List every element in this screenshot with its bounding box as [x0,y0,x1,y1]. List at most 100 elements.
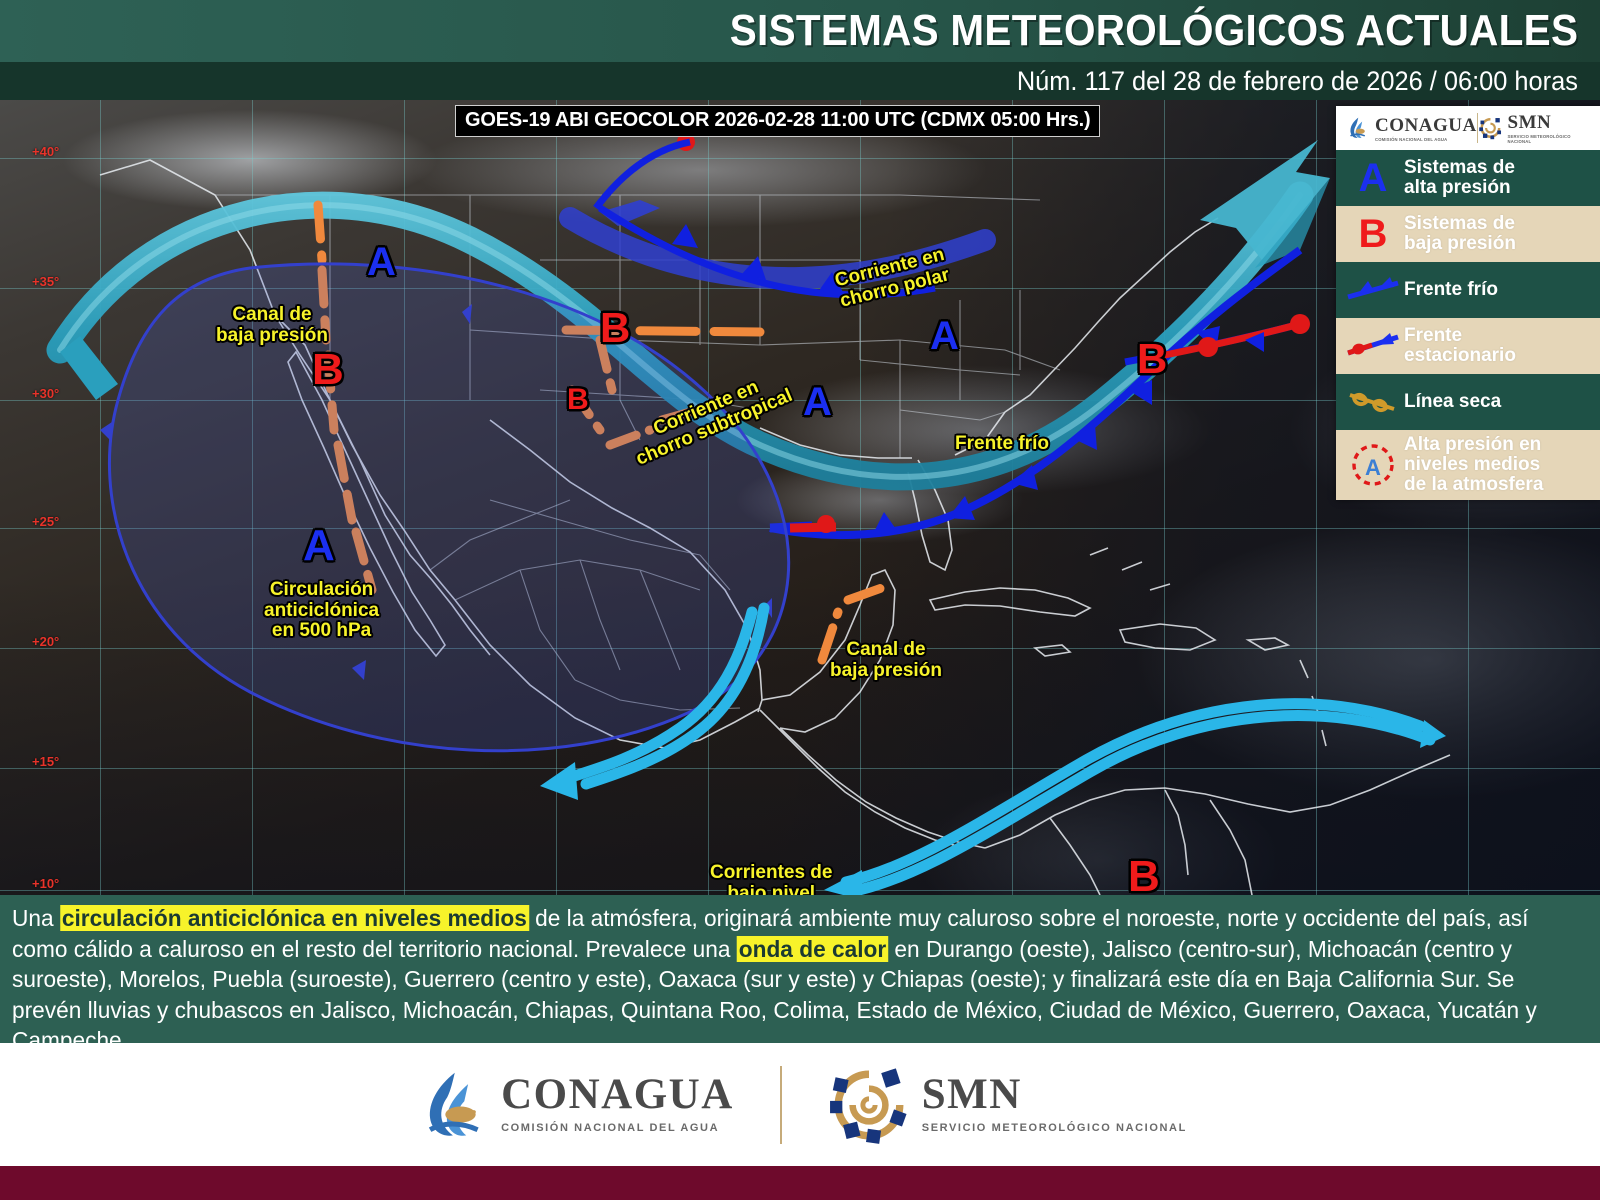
gridline-longitude [1316,100,1317,895]
anticyclonic-circulation-500hpa [100,262,791,753]
cold-front-atlantic [769,246,1303,540]
description-highlight: onda de calor [736,935,889,962]
legend-item-label: Frente estacionario [1404,324,1516,366]
gridline-longitude [860,100,861,895]
gridline-longitude [1164,100,1165,895]
legend-item-icon [1342,379,1404,425]
dry-line-icon [1349,392,1395,413]
cold-front-icon [1347,277,1399,300]
legend-item-3: Frente estacionario [1336,318,1600,374]
ocean-shading [0,100,1600,895]
legend-item-label: Sistemas de alta presión [1404,156,1515,198]
legend-logos: CONAGUA COMISIÓN NACIONAL DEL AGUA [1336,106,1600,150]
letter-b-icon: B [1358,212,1388,256]
legend-item-label: Frente frío [1404,278,1498,300]
description-segment: Una [12,905,60,931]
legend-logo-divider [1476,113,1478,143]
legend-item-label: Sistemas de baja presión [1404,212,1516,254]
high-marker-southeast: A [803,380,832,424]
gridline-longitude [708,100,709,895]
low-level-currents-label: Corrientes de bajo nivel [710,862,833,895]
legend-item-4: Línea seca [1336,374,1600,430]
footer-conagua-subtext: COMISIÓN NACIONAL DEL AGUA [501,1122,720,1135]
gridline-latitude [0,158,1600,159]
latitude-label: +35° [32,274,60,289]
footer-conagua-text: CONAGUA [501,1071,734,1119]
cold-front-north [593,133,936,299]
legend-smn-text: SMN [1507,112,1552,133]
legend-item-1: B Sistemas de baja presión [1336,206,1600,262]
legend-item-5: A Alta presión en niveles medios de la at… [1336,430,1600,501]
trough-label-northwest: Canal de baja presión [216,304,328,346]
svg-text:A: A [1365,455,1381,480]
letter-a-icon: A [1358,156,1388,200]
legend-conagua-text: CONAGUA [1375,114,1477,136]
legend-item-label: Línea seca [1404,390,1502,412]
description-segment: de la atmósfera, originará ambiente muy … [12,905,1529,962]
gridline-latitude [0,400,1600,401]
legend-item-2: Frente frío [1336,262,1600,318]
legend-item-0: A Sistemas de alta presión [1336,150,1600,206]
legend-rows: A Sistemas de alta presión B Sistemas de ba… [1336,150,1600,501]
forecast-description: Una circulación anticiclónica en niveles… [0,895,1600,1053]
low-marker-southwest: B [567,383,589,416]
gridline-longitude [556,100,557,895]
latitude-label: +25° [32,514,60,529]
footer-logo-divider [779,1065,782,1144]
header-title-row: SISTEMAS METEOROLÓGICOS ACTUALES [0,0,1600,62]
description-highlight: circulación anticiclónica en niveles med… [59,905,529,931]
legend-item-label: Alta presión en niveles medios de la atm… [1404,434,1544,496]
latitude-label: +40° [32,144,60,159]
latitude-label: +10° [32,876,60,891]
stationary-front-icon [1347,333,1399,356]
latitude-label: +20° [32,634,60,649]
gridline-latitude [0,768,1600,769]
bulletin-number-date: Núm. 117 del 28 de febrero de 2026 / 06:… [1016,65,1578,96]
stationary-front-gulf [769,515,837,533]
cold-front-label: Frente frío [955,433,1049,454]
footer-conagua-logo: CONAGUA COMISIÓN NACIONAL DEL AGUA [413,1067,734,1143]
legend-item-icon: A [1342,442,1404,488]
legend-smn-logo: SMN SERVICIO METEOROLÓGICO NACIONAL [1478,112,1592,144]
conagua-water-icon [1350,117,1366,138]
header-subtitle-row: Núm. 117 del 28 de febrero de 2026 / 06:… [0,62,1600,100]
legend-conagua-subtext: COMISIÓN NACIONAL DEL AGUA [1375,136,1448,142]
legend-item-icon [1342,267,1404,313]
low-level-currents [540,602,1446,895]
smn-spiral-icon [1478,118,1501,140]
anticyclone-label: Circulación anticiclónica en 500 hPa [264,579,380,642]
footer-smn-logo: SMN SERVICIO METEOROLÓGICO NACIONAL [828,1064,1187,1146]
smn-spiral-icon [829,1067,907,1144]
low-marker-plains: B [600,304,631,351]
page-footer: CONAGUA COMISIÓN NACIONAL DEL AGUA SMN S… [0,1043,1600,1166]
page-header: SISTEMAS METEOROLÓGICOS ACTUALES Núm. 11… [0,0,1600,100]
satellite-map: +40° +35° +30° +25° +20° +15° +10° GOES-19 ABI… [0,100,1600,895]
stationary-front-atlantic [1124,314,1310,366]
bottom-accent-bar [0,1166,1600,1200]
forecast-description-text: Una circulación anticiclónica en niveles… [12,903,1586,1056]
mid-level-high-icon: A [1352,444,1394,486]
legend-conagua-logo: CONAGUA COMISIÓN NACIONAL DEL AGUA [1344,115,1477,142]
gridline-longitude [404,100,405,895]
gridline-latitude [0,648,1600,649]
low-marker-south-america: B [1128,852,1160,896]
description-segment: en Durango (oeste), Jalisco (centro-sur)… [12,935,1537,1054]
latitude-label: +30° [32,386,60,401]
footer-smn-subtext: SERVICIO METEOROLÓGICO NACIONAL [921,1122,1187,1135]
low-marker-baja: B [312,345,344,394]
high-marker-usa-east: A [930,314,959,358]
high-marker-pacific-500: A [303,521,335,570]
satellite-timestamp-banner: GOES-19 ABI GEOCOLOR 2026-02-28 11:00 UT… [455,105,1101,137]
legend-item-icon [1342,323,1404,369]
footer-smn-text: SMN [921,1071,1022,1119]
conagua-water-icon [428,1072,479,1136]
trough-label-southeast: Canal de baja presión [830,639,942,681]
legend-item-icon: B [1342,211,1404,257]
gridline-latitude [0,890,1600,891]
legend-item-icon: A [1342,155,1404,201]
weather-systems-overlay [46,133,1446,895]
high-marker-usa-north: A [367,240,396,284]
legend-smn-subtext: SERVICIO METEOROLÓGICO NACIONAL [1507,134,1571,144]
gridline-longitude [252,100,253,895]
